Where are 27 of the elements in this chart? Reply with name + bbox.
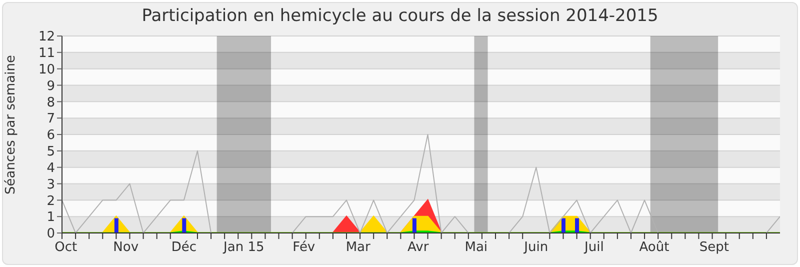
x-tick-label: Août (639, 240, 670, 255)
y-tick-label: 12 (38, 30, 55, 45)
x-tick-label: Mar (346, 240, 372, 255)
x-tick-label: Oct (54, 240, 78, 255)
x-tick-label: Avr (408, 240, 430, 255)
y-tick-label: 4 (46, 160, 55, 176)
y-tick-label: 11 (38, 46, 55, 62)
y-tick-label: 7 (46, 112, 55, 127)
x-tick-label: Juin (523, 240, 548, 255)
chart-title: Participation en hemicycle au cours de la session 2014-2015 (140, 6, 660, 26)
x-tick-label: Juil (584, 240, 604, 255)
x-tick-label: Déc (171, 240, 197, 255)
y-tick-label: 2 (46, 194, 55, 209)
y-tick-label: 9 (46, 78, 55, 94)
y-tick-label: 0 (46, 226, 55, 242)
x-tick-label: Nov (113, 240, 139, 255)
y-tick-label: 6 (46, 128, 55, 144)
x-tick-label: Mai (464, 240, 488, 255)
y-tick-label: 5 (46, 144, 55, 160)
x-tick-label: Jan 15 (222, 240, 264, 255)
y-axis-title: Séances par semaine (4, 55, 19, 194)
y-tick-label: 10 (38, 62, 55, 78)
y-tick-label: 8 (46, 95, 55, 110)
x-tick-label: Fév (292, 240, 316, 255)
y-tick-label: 3 (46, 177, 55, 192)
y-tick-label: 1 (46, 210, 55, 226)
x-tick-label: Sept (699, 240, 730, 255)
